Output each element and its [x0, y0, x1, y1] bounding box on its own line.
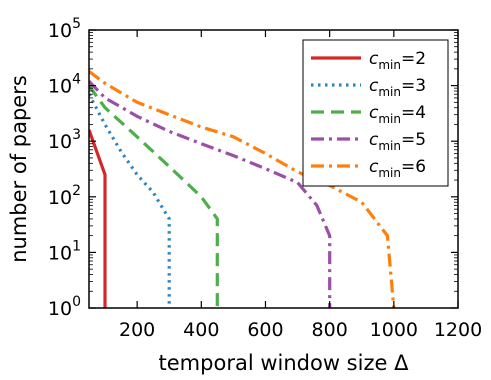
x-tick-label: 1000 — [370, 319, 418, 341]
series-line-3 — [89, 93, 171, 308]
x-tick-label: 200 — [119, 319, 155, 341]
x-tick-label: 400 — [183, 319, 219, 341]
legend-box — [302, 39, 449, 187]
series-line-4 — [89, 84, 219, 308]
legend-label: cmin=5 — [369, 130, 426, 153]
y-tick-label: 101 — [48, 238, 81, 264]
x-tick-label: 800 — [312, 319, 348, 341]
plot-frame — [88, 29, 459, 309]
legend-label: cmin=6 — [369, 157, 426, 180]
y-tick-label: 100 — [48, 294, 81, 320]
series-line-2 — [89, 129, 107, 308]
legend-label: cmin=4 — [369, 103, 426, 126]
x-tick-label: 600 — [247, 319, 283, 341]
x-axis-label: temporal window size Δ — [159, 351, 410, 375]
legend: cmin=2 cmin=3 cmin=4 cmin=5 cmin=6 — [302, 39, 449, 187]
ticks: 200 400 600 800 1000 1200 100 101 102 103 104 105 — [48, 16, 482, 341]
y-tick-label: 102 — [48, 183, 81, 209]
y-tick-label: 104 — [48, 72, 81, 98]
y-tick-label: 105 — [48, 16, 81, 42]
series-lines — [89, 70, 396, 308]
y-tick-label: 103 — [48, 127, 81, 153]
series-line-5 — [89, 80, 332, 308]
x-tick-label: 1200 — [434, 319, 482, 341]
y-axis-label: number of papers — [7, 75, 31, 263]
legend-label: cmin=2 — [369, 49, 426, 72]
legend-label: cmin=3 — [369, 76, 426, 99]
